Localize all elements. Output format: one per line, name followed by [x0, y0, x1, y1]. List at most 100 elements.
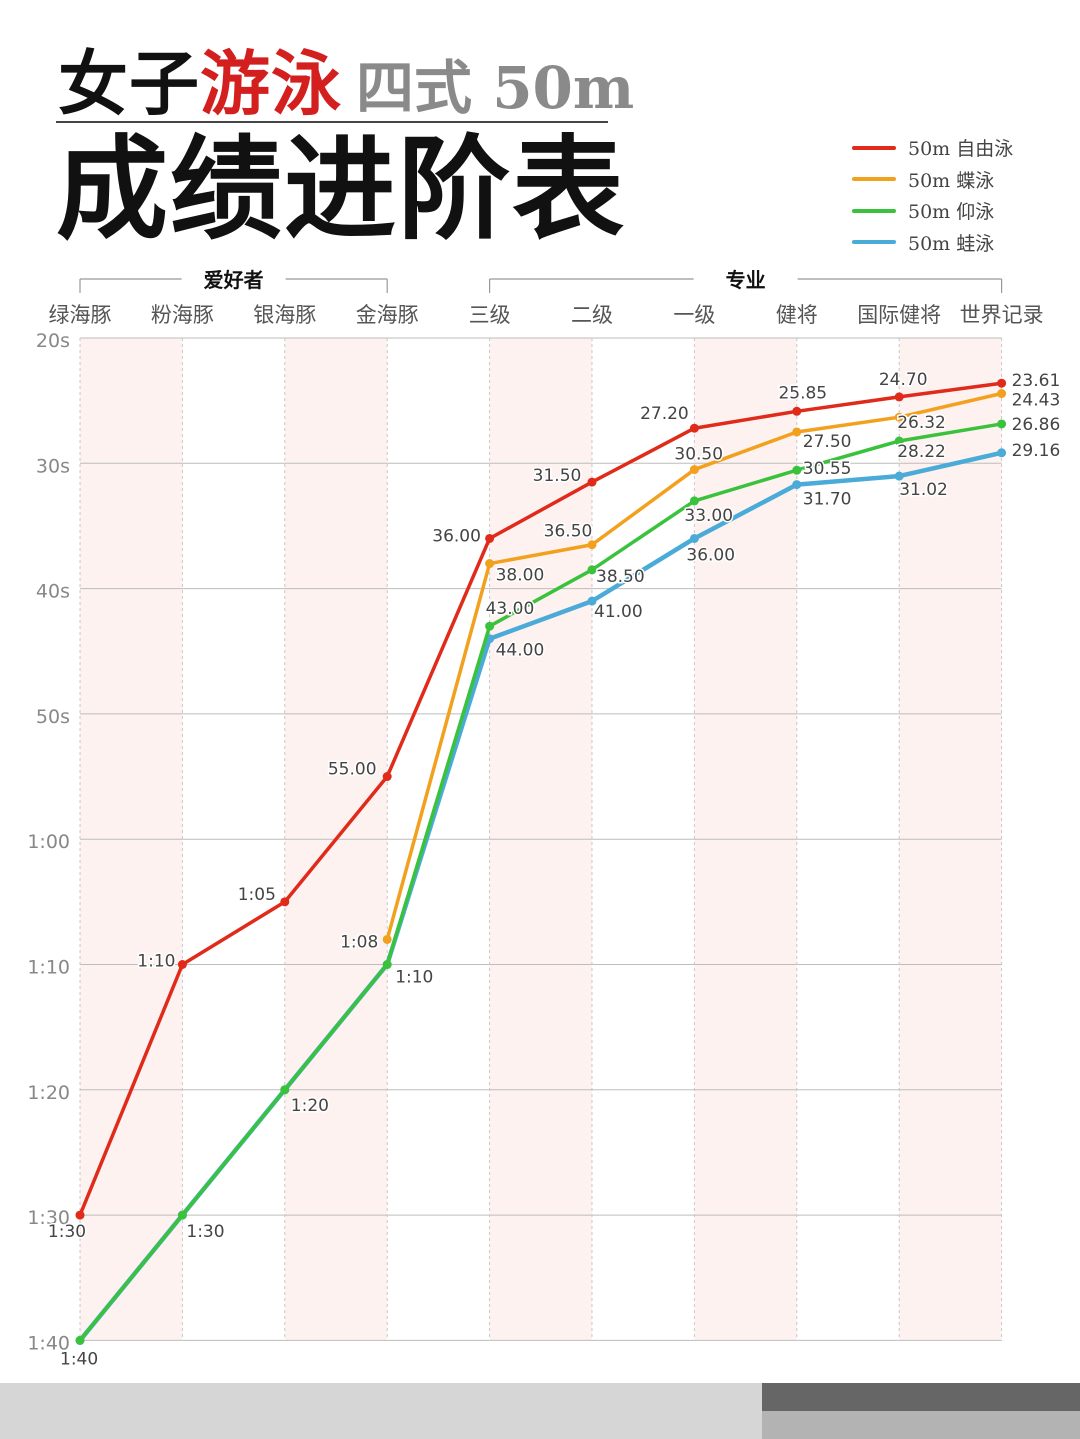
- title-line-1: 女子游泳 四式 50m: [58, 28, 634, 125]
- data-label-breaststroke: 1:20: [291, 1096, 329, 1116]
- data-point-breaststroke: [689, 533, 699, 543]
- data-point-backstroke: [382, 960, 392, 969]
- legend-label-butterfly: 50m 蝶泳: [908, 169, 995, 192]
- data-label-backstroke: 28.22: [897, 442, 946, 462]
- legend-item-freestyle: 50m 自由泳: [852, 132, 1013, 164]
- data-label-freestyle: 31.50: [533, 466, 582, 486]
- y-tick-label: 40s: [36, 581, 70, 603]
- y-tick-label: 1:00: [27, 831, 70, 853]
- data-point-butterfly: [997, 389, 1007, 399]
- legend-swatch-butterfly: [852, 177, 896, 182]
- data-label-breaststroke: 1:10: [395, 968, 433, 988]
- x-category-label: 二级: [571, 303, 613, 327]
- footer-block-dark: [762, 1383, 1080, 1411]
- title-line-2: 成绩进阶表: [56, 125, 626, 255]
- data-point-backstroke: [792, 465, 802, 475]
- data-label-backstroke: 30.55: [803, 459, 852, 479]
- data-point-backstroke: [587, 565, 597, 575]
- data-label-butterfly: 24.43: [1012, 391, 1061, 411]
- data-point-breaststroke: [997, 448, 1007, 458]
- data-label-breaststroke: 36.00: [686, 545, 735, 565]
- series-line-freestyle: [78, 381, 1004, 1217]
- x-category-label: 健将: [776, 303, 818, 327]
- data-label-butterfly: 26.32: [897, 413, 946, 433]
- data-label-freestyle: 1:10: [137, 952, 175, 972]
- data-label-backstroke: 38.50: [596, 567, 645, 587]
- data-point-butterfly: [382, 934, 392, 944]
- data-point-butterfly: [689, 465, 699, 475]
- data-point-backstroke: [689, 496, 699, 506]
- data-point-backstroke: [280, 1085, 290, 1095]
- legend-item-backstroke: 50m 仰泳: [852, 195, 1013, 227]
- data-point-backstroke: [75, 1335, 85, 1345]
- data-label-backstroke: 43.00: [486, 599, 535, 619]
- data-point-breaststroke: [587, 596, 597, 606]
- data-label-breaststroke: 1:30: [186, 1222, 224, 1242]
- x-category-label: 粉海豚: [151, 303, 214, 327]
- data-label-freestyle: 55.00: [328, 760, 377, 780]
- data-label-breaststroke: 31.02: [899, 480, 948, 500]
- data-label-backstroke: 33.00: [684, 506, 733, 526]
- x-category-label: 国际健将: [857, 303, 941, 327]
- legend-label-backstroke: 50m 仰泳: [908, 201, 995, 224]
- data-label-breaststroke: 29.16: [1012, 441, 1061, 461]
- data-point-freestyle: [75, 1210, 85, 1220]
- data-point-freestyle: [689, 423, 699, 433]
- x-category-label: 三级: [469, 303, 511, 327]
- data-label-breaststroke: 1:40: [60, 1349, 98, 1369]
- data-label-butterfly: 30.50: [674, 445, 723, 465]
- data-point-backstroke: [485, 621, 495, 631]
- footer-block-light: [762, 1411, 1080, 1439]
- data-point-backstroke: [894, 436, 904, 446]
- x-category-label: 金海豚: [356, 303, 419, 327]
- title-part-3: 四式 50m: [356, 54, 635, 122]
- data-point-butterfly: [894, 412, 904, 422]
- data-label-freestyle: 23.61: [1012, 371, 1061, 391]
- data-label-freestyle: 1:05: [238, 885, 276, 905]
- data-point-backstroke: [997, 419, 1007, 429]
- data-point-freestyle: [997, 378, 1007, 388]
- y-tick-label: 1:10: [27, 957, 70, 979]
- data-point-freestyle: [587, 477, 597, 487]
- data-label-breaststroke: 31.70: [803, 490, 852, 510]
- title-part-1: 女子: [58, 43, 200, 125]
- title-part-2: 游泳: [200, 43, 342, 125]
- legend-swatch-breaststroke: [852, 240, 896, 245]
- data-point-butterfly: [587, 540, 597, 550]
- data-label-backstroke: 26.86: [1012, 415, 1061, 435]
- data-point-freestyle: [177, 960, 187, 969]
- data-point-freestyle: [382, 772, 392, 782]
- title-divider: [56, 121, 608, 123]
- group-label: 爱好者: [204, 268, 264, 292]
- legend-item-breaststroke: 50m 蛙泳: [852, 227, 1013, 259]
- chart-legend: 50m 自由泳 50m 蝶泳 50m 仰泳 50m 蛙泳: [852, 132, 1013, 258]
- series-line-backstroke: [78, 422, 1004, 1343]
- data-label-freestyle: 36.00: [432, 526, 481, 546]
- data-point-freestyle: [485, 533, 495, 543]
- group-label: 专业: [726, 268, 766, 292]
- x-category-label: 世界记录: [960, 303, 1044, 327]
- legend-swatch-freestyle: [852, 145, 896, 150]
- data-point-breaststroke: [894, 471, 904, 481]
- legend-item-butterfly: 50m 蝶泳: [852, 164, 1013, 196]
- y-tick-label: 1:20: [27, 1082, 70, 1104]
- data-label-freestyle: 24.70: [879, 370, 928, 390]
- data-label-freestyle: 25.85: [778, 383, 827, 403]
- x-category-label: 绿海豚: [49, 303, 112, 327]
- data-point-breaststroke: [792, 480, 802, 490]
- y-tick-label: 1:30: [27, 1207, 70, 1229]
- data-point-backstroke: [177, 1210, 187, 1220]
- legend-swatch-backstroke: [852, 208, 896, 213]
- data-point-butterfly: [792, 427, 802, 437]
- data-label-butterfly: 1:08: [340, 932, 378, 952]
- data-label-breaststroke: 41.00: [594, 602, 643, 622]
- data-point-freestyle: [280, 897, 290, 907]
- data-point-butterfly: [485, 559, 495, 569]
- legend-label-freestyle: 50m 自由泳: [908, 138, 1014, 161]
- legend-label-breaststroke: 50m 蛙泳: [908, 232, 995, 255]
- data-point-freestyle: [792, 406, 802, 416]
- data-label-butterfly: 27.50: [803, 432, 852, 452]
- y-tick-label: 50s: [36, 706, 70, 728]
- y-tick-label: 20s: [36, 330, 70, 352]
